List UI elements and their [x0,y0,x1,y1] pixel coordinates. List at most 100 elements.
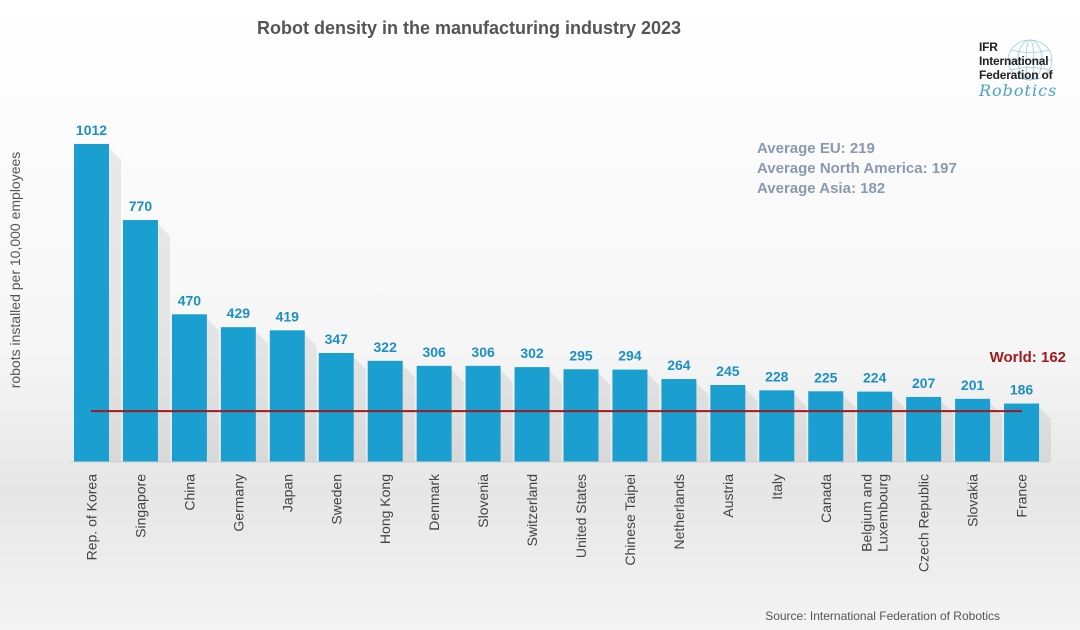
bar-shadow-czech-republic [941,400,954,462]
bar-china [171,314,207,462]
bar-france [1004,403,1040,462]
chart-title: Robot density in the manufacturing indus… [256,18,682,38]
value-label-slovenia: 306 [471,344,495,360]
value-label-japan: 419 [276,308,300,324]
logo-line-international: International [979,54,1049,68]
category-label-line: Chinese Taipei [622,474,638,566]
logo-line-federation: Federation of [979,68,1053,82]
value-label-netherlands: 264 [667,357,691,373]
category-label-japan: Japan [279,474,295,512]
bar-shadow-belgium-and-luxembourg [892,395,905,462]
category-label-hong-kong: Hong Kong [377,474,393,544]
category-label-france: France [1014,474,1030,518]
category-label-line: China [181,474,197,511]
average-north-america: Average North America: 197 [757,160,957,177]
category-label-united-states: United States [573,474,589,558]
category-label-line: Slovakia [965,474,981,527]
bar-shadow-singapore [157,224,170,462]
value-label-united-states: 295 [569,347,593,363]
ifr-logo: IFR International Federation of Robotics [979,39,1077,112]
value-label-sweden: 347 [325,331,349,347]
value-label-switzerland: 302 [520,345,544,361]
category-label-canada: Canada [818,474,834,523]
category-label-slovakia: Slovakia [965,474,981,527]
bar-sweden [318,352,354,462]
bar-shadow-sweden [353,356,366,462]
category-label-slovenia: Slovenia [475,474,491,528]
category-label-rep-of-korea: Rep. of Korea [84,474,100,561]
bar-shadow-canada [843,395,856,462]
bar-chinese-taipei [612,369,648,462]
category-label-denmark: Denmark [426,473,442,531]
category-label-line: Germany [230,474,246,532]
value-label-france: 186 [1010,382,1034,398]
bar-rep-of-korea [74,144,109,462]
bar-austria [710,385,746,462]
bar-shadow-netherlands [696,383,709,462]
bar-italy [759,390,795,462]
category-label-line: Denmark [426,473,442,531]
average-eu: Average EU: 219 [757,140,875,157]
bar-shadow-hong-kong [402,364,415,462]
category-label-line: Switzerland [524,474,540,546]
bar-singapore [122,220,158,462]
bar-switzerland [514,367,550,462]
category-label-line: Slovenia [475,474,491,528]
bar-shadow-rep-of-korea [109,148,121,462]
value-label-czech-republic: 207 [912,375,936,391]
value-label-belgium-and-luxembourg: 224 [863,370,887,386]
category-label-line: Hong Kong [377,474,393,544]
category-label-line: Austria [720,474,736,518]
bar-slovakia [955,398,991,462]
category-label-belgium-and-luxembourg: Belgium and Luxembourg [859,474,891,552]
bar-czech-republic [906,396,942,462]
bar-shadow-slovakia [990,402,1003,462]
bar-netherlands [661,379,697,462]
category-label-line: Czech Republic [916,474,932,572]
category-label-china: China [181,474,197,511]
bar-shadow-china [206,318,219,462]
bar-shadow-united-states [598,373,611,462]
globe-icon [1007,39,1053,81]
bar-shadow-italy [794,394,807,462]
category-label-singapore: Singapore [132,474,148,538]
bar-shadow-chinese-taipei [647,373,660,462]
category-label-switzerland: Switzerland [524,474,540,546]
bar-shadow-switzerland [549,371,562,462]
logo-line-ifr: IFR [979,40,998,54]
category-label-chinese-taipei: Chinese Taipei [622,474,638,566]
bar-germany [220,327,256,462]
bar-shadow-austria [745,389,758,462]
source-note: Source: International Federation of Robo… [765,609,1000,623]
category-label-line: Canada [818,474,834,523]
bar-slovenia [465,365,501,462]
value-label-germany: 429 [227,305,251,321]
average-asia: Average Asia: 182 [757,180,886,197]
value-label-austria: 245 [716,363,740,379]
value-label-italy: 228 [765,368,789,384]
category-label-line: Sweden [328,474,344,525]
category-label-sweden: Sweden [328,474,344,525]
bar-canada [808,391,844,462]
category-label-italy: Italy [769,474,785,500]
value-label-singapore: 770 [129,198,153,214]
bar-united-states [563,369,599,462]
category-label-line: Japan [279,474,295,512]
world-average-label: World: 162 [990,349,1066,366]
bar-belgium-and-luxembourg [857,391,893,462]
bar-shadow-denmark [451,369,464,462]
logo-script-robotics: Robotics [979,81,1058,100]
value-label-canada: 225 [814,369,838,385]
category-label-germany: Germany [230,474,246,532]
value-label-chinese-taipei: 294 [618,348,642,364]
bar-shadow-slovenia [500,369,513,462]
category-label-line: Italy [769,474,785,500]
bar-denmark [416,365,452,462]
category-label-line: United States [573,474,589,558]
bar-shadow-japan [304,334,317,462]
category-label-line: Rep. of Korea [84,474,100,561]
bar-japan [269,330,305,462]
value-label-hong-kong: 322 [374,339,398,355]
value-label-slovakia: 201 [961,377,985,393]
